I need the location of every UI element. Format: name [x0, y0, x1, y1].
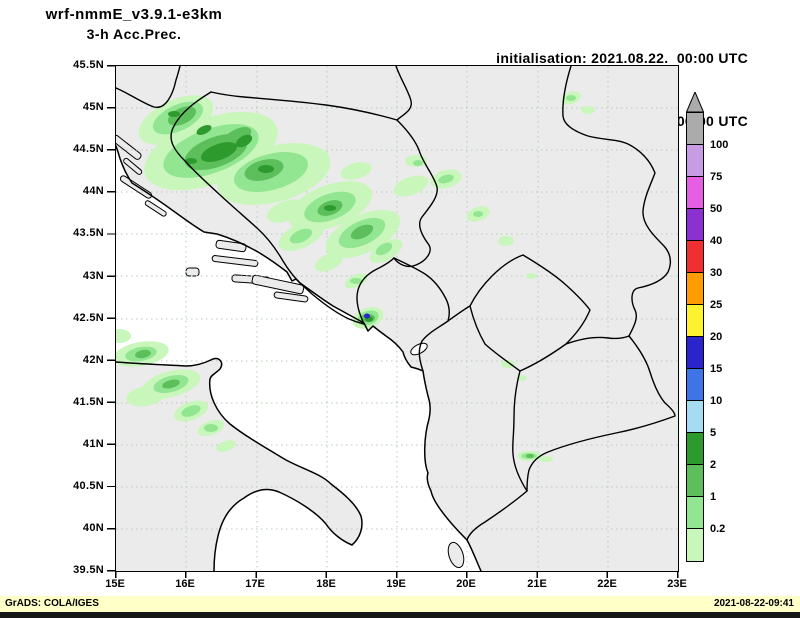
x-tick-label: 21E — [527, 578, 547, 590]
x-tick-label: 17E — [245, 578, 265, 590]
croatian-islands — [116, 134, 465, 569]
x-tick-label: 20E — [456, 578, 476, 590]
y-axis-tickmarks — [107, 65, 115, 572]
y-tick-label: 42.5N — [73, 312, 104, 324]
x-tick-label: 18E — [316, 578, 336, 590]
colorbar-segment — [687, 337, 703, 369]
creation-timestamp: 2021-08-22-09:41 — [713, 598, 794, 609]
map-plot-area — [115, 65, 679, 572]
x-tick-label: 19E — [386, 578, 406, 590]
x-tick-label: 15E — [105, 578, 125, 590]
colorbar-segment — [687, 241, 703, 273]
colorbar-level-label: 1 — [710, 491, 717, 503]
colorbar-segment — [687, 273, 703, 305]
product-title: 3-h Acc.Prec. — [86, 26, 182, 42]
colorbar-segment — [687, 433, 703, 465]
colorbar-segment — [687, 497, 703, 529]
colorbar-scale — [686, 112, 704, 562]
colorbar-level-label: 75 — [710, 171, 723, 183]
colorbar-segment — [687, 177, 703, 209]
colorbar-segment — [687, 209, 703, 241]
colorbar-level-label: 100 — [710, 139, 729, 151]
initialisation-line: initialisation: 2021.08.22. 00:00 UTC — [496, 50, 748, 66]
graticule — [116, 66, 678, 571]
y-tick-label: 39.5N — [73, 564, 104, 576]
y-tick-label: 43N — [82, 270, 104, 282]
y-tick-label: 41N — [82, 438, 104, 450]
colorbar-level-label: 40 — [710, 235, 723, 247]
colorbar-segment — [687, 465, 703, 497]
grads-credit: GrADS: COLA/IGES — [5, 598, 99, 609]
colorbar-segment — [687, 401, 703, 433]
lake-skadar — [410, 342, 428, 356]
y-tick-label: 42N — [82, 354, 104, 366]
precip-level-5 — [168, 111, 373, 322]
colorbar-segment — [687, 305, 703, 337]
title-block: wrf-nmmE_v3.9.1-e3km 3-h Acc.Prec. — [22, 6, 246, 42]
colorbar-arrow-icon — [686, 92, 704, 112]
x-tick-label: 16E — [175, 578, 195, 590]
y-tick-label: 43.5N — [73, 227, 104, 239]
x-axis-labels: 15E 16E 17E 18E 19E 20E 21E 22E 23E — [105, 578, 687, 592]
colorbar-segment — [687, 369, 703, 401]
colorbar-level-label: 20 — [710, 331, 723, 343]
model-title: wrf-nmmE_v3.9.1-e3km — [45, 6, 223, 23]
colorbar: 100 75 50 40 30 25 20 15 10 5 2 1 0.2 — [686, 92, 746, 564]
colorbar-level-label: 0.2 — [710, 523, 726, 535]
colorbar-level-label: 30 — [710, 267, 723, 279]
y-tick-label: 40.5N — [73, 480, 104, 492]
country-borders — [116, 66, 676, 541]
precip-level-10 — [364, 313, 370, 319]
colorbar-level-label: 2 — [710, 459, 717, 471]
bottom-edge-strip — [0, 612, 800, 618]
precipitation-shading — [116, 91, 595, 462]
colorbar-segment — [687, 529, 703, 561]
x-tick-label: 23E — [667, 578, 687, 590]
footer-bar: GrADS: COLA/IGES 2021-08-22-09:41 — [0, 596, 800, 612]
y-tick-label: 40N — [82, 522, 104, 534]
y-tick-label: 44N — [82, 185, 104, 197]
x-tick-label: 22E — [597, 578, 617, 590]
y-tick-label: 41.5N — [73, 396, 104, 408]
colorbar-segment — [687, 145, 703, 177]
colorbar-level-label: 10 — [710, 395, 723, 407]
y-axis-labels: 45.5N 45N 44.5N 44N 43.5N 43N 42.5N 42N … — [0, 59, 104, 576]
precipitation-map — [116, 66, 678, 571]
colorbar-level-label: 25 — [710, 299, 723, 311]
colorbar-level-label: 50 — [710, 203, 723, 215]
y-tick-label: 44.5N — [73, 143, 104, 155]
x-axis-tickmarks — [115, 571, 679, 578]
y-tick-label: 45.5N — [73, 59, 104, 71]
y-tick-label: 45N — [82, 101, 104, 113]
colorbar-segment — [687, 113, 703, 145]
colorbar-level-label: 5 — [710, 427, 717, 439]
colorbar-level-label: 15 — [710, 363, 723, 375]
